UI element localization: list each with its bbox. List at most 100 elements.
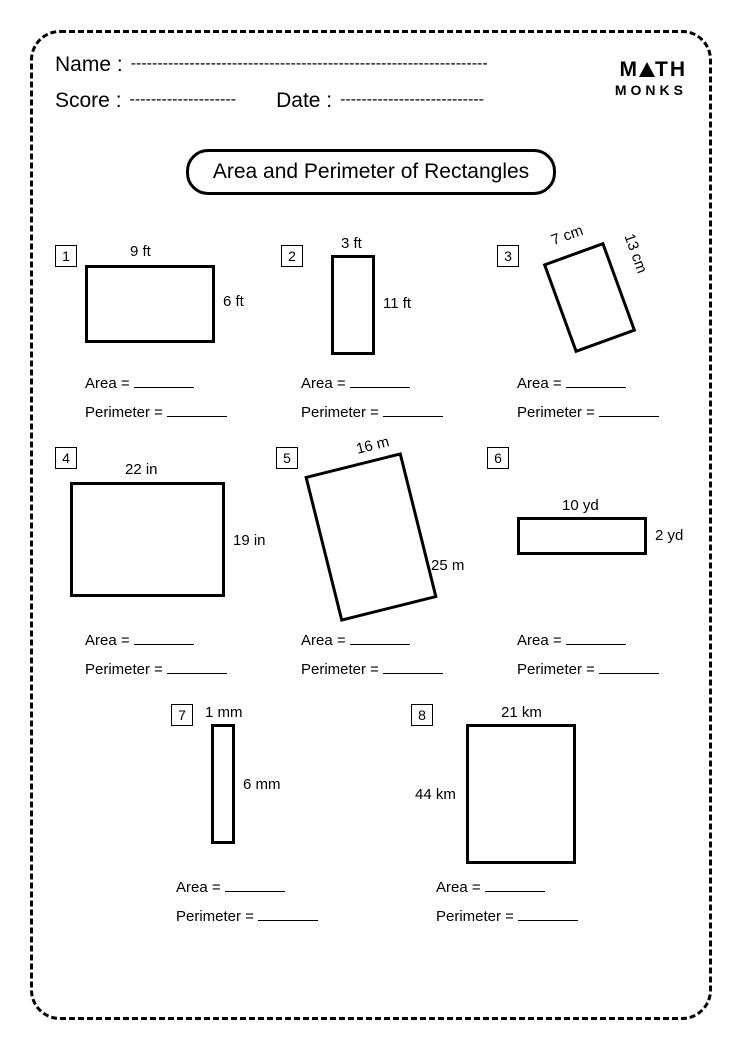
rectangle-shape bbox=[543, 242, 637, 354]
score-blank[interactable]: -------------------- bbox=[130, 91, 237, 109]
width-label: 21 km bbox=[501, 704, 542, 721]
perimeter-label: Perimeter = bbox=[436, 908, 514, 925]
width-label: 9 ft bbox=[130, 243, 151, 260]
area-label: Area = bbox=[517, 632, 562, 649]
figure-3: 3 7 cm 13 cm bbox=[487, 225, 687, 370]
height-label: 11 ft bbox=[383, 295, 411, 312]
question-number: 1 bbox=[55, 245, 77, 267]
perimeter-blank[interactable] bbox=[599, 673, 659, 674]
perimeter-blank[interactable] bbox=[383, 416, 443, 417]
figure-5: 5 16 m 25 m bbox=[271, 437, 471, 627]
question-number: 7 bbox=[171, 704, 193, 726]
answers-1: Area = Perimeter = bbox=[55, 370, 255, 427]
height-label: 13 cm bbox=[620, 231, 650, 275]
perimeter-label: Perimeter = bbox=[85, 404, 163, 421]
perimeter-blank[interactable] bbox=[599, 416, 659, 417]
height-label: 44 km bbox=[415, 786, 456, 803]
question-number: 8 bbox=[411, 704, 433, 726]
width-label: 1 mm bbox=[205, 704, 243, 721]
answers-7: Area = Perimeter = bbox=[131, 874, 331, 931]
answers-5: Area = Perimeter = bbox=[271, 627, 471, 684]
row-2: 4 22 in 19 in Area = Perimeter = 5 16 m … bbox=[55, 437, 687, 684]
answers-2: Area = Perimeter = bbox=[271, 370, 471, 427]
problem-2: 2 3 ft 11 ft Area = Perimeter = bbox=[271, 225, 471, 427]
triangle-icon bbox=[639, 62, 655, 77]
perimeter-label: Perimeter = bbox=[517, 404, 595, 421]
question-number: 5 bbox=[276, 447, 298, 469]
figure-2: 2 3 ft 11 ft bbox=[271, 225, 471, 370]
perimeter-label: Perimeter = bbox=[176, 908, 254, 925]
height-label: 2 yd bbox=[655, 527, 683, 544]
name-blank: ----------------------------------------… bbox=[131, 55, 488, 73]
question-number: 3 bbox=[497, 245, 519, 267]
problem-1: 1 9 ft 6 ft Area = Perimeter = bbox=[55, 225, 255, 427]
area-blank[interactable] bbox=[225, 891, 285, 892]
question-number: 6 bbox=[487, 447, 509, 469]
area-label: Area = bbox=[301, 632, 346, 649]
area-label: Area = bbox=[301, 375, 346, 392]
perimeter-label: Perimeter = bbox=[517, 661, 595, 678]
area-blank[interactable] bbox=[350, 644, 410, 645]
problem-4: 4 22 in 19 in Area = Perimeter = bbox=[55, 437, 255, 684]
figure-4: 4 22 in 19 in bbox=[55, 437, 255, 627]
height-label: 6 mm bbox=[243, 776, 281, 793]
score-date-row: Score : -------------------- Date : ----… bbox=[55, 89, 687, 113]
area-blank[interactable] bbox=[134, 644, 194, 645]
page-title: Area and Perimeter of Rectangles bbox=[186, 149, 556, 195]
width-label: 16 m bbox=[354, 433, 390, 458]
problem-5: 5 16 m 25 m Area = Perimeter = bbox=[271, 437, 471, 684]
logo-line1: MTH bbox=[615, 58, 687, 82]
date-blank[interactable]: --------------------------- bbox=[340, 91, 484, 109]
area-label: Area = bbox=[436, 879, 481, 896]
rectangle-shape bbox=[517, 517, 647, 555]
rectangle-shape bbox=[70, 482, 225, 597]
area-label: Area = bbox=[85, 375, 130, 392]
perimeter-blank[interactable] bbox=[383, 673, 443, 674]
height-label: 25 m bbox=[431, 557, 464, 574]
answers-3: Area = Perimeter = bbox=[487, 370, 687, 427]
area-blank[interactable] bbox=[134, 387, 194, 388]
figure-7: 7 1 mm 6 mm bbox=[131, 694, 331, 874]
perimeter-label: Perimeter = bbox=[301, 661, 379, 678]
worksheet-frame: Name : ---------------------------------… bbox=[30, 30, 712, 1020]
row-1: 1 9 ft 6 ft Area = Perimeter = 2 3 ft 11… bbox=[55, 225, 687, 427]
perimeter-blank[interactable] bbox=[518, 920, 578, 921]
answers-4: Area = Perimeter = bbox=[55, 627, 255, 684]
figure-1: 1 9 ft 6 ft bbox=[55, 225, 255, 370]
answers-8: Area = Perimeter = bbox=[411, 874, 611, 931]
question-number: 2 bbox=[281, 245, 303, 267]
area-label: Area = bbox=[176, 879, 221, 896]
problem-8: 8 21 km 44 km Area = Perimeter = bbox=[411, 694, 611, 931]
problem-7: 7 1 mm 6 mm Area = Perimeter = bbox=[131, 694, 331, 931]
figure-6: 6 10 yd 2 yd bbox=[487, 437, 687, 627]
brand-logo: MTH MONKS bbox=[615, 58, 687, 98]
area-blank[interactable] bbox=[566, 644, 626, 645]
height-label: 19 in bbox=[233, 532, 266, 549]
name-field[interactable]: Name : ---------------------------------… bbox=[55, 53, 687, 77]
area-blank[interactable] bbox=[350, 387, 410, 388]
area-label: Area = bbox=[517, 375, 562, 392]
title-wrap: Area and Perimeter of Rectangles bbox=[55, 149, 687, 195]
logo-line2: MONKS bbox=[615, 82, 687, 98]
width-label: 22 in bbox=[125, 461, 158, 478]
rectangle-shape bbox=[331, 255, 375, 355]
perimeter-blank[interactable] bbox=[258, 920, 318, 921]
area-blank[interactable] bbox=[566, 387, 626, 388]
rectangle-shape bbox=[304, 452, 437, 622]
header: Name : ---------------------------------… bbox=[55, 53, 687, 143]
problem-3: 3 7 cm 13 cm Area = Perimeter = bbox=[487, 225, 687, 427]
date-label: Date : bbox=[276, 89, 332, 113]
area-blank[interactable] bbox=[485, 891, 545, 892]
rectangle-shape bbox=[211, 724, 235, 844]
name-label: Name : bbox=[55, 53, 123, 77]
width-label: 3 ft bbox=[341, 235, 362, 252]
perimeter-label: Perimeter = bbox=[301, 404, 379, 421]
rectangle-shape bbox=[466, 724, 576, 864]
perimeter-blank[interactable] bbox=[167, 673, 227, 674]
row-3: 7 1 mm 6 mm Area = Perimeter = 8 21 km 4… bbox=[55, 694, 687, 931]
figure-8: 8 21 km 44 km bbox=[411, 694, 611, 874]
area-label: Area = bbox=[85, 632, 130, 649]
perimeter-blank[interactable] bbox=[167, 416, 227, 417]
width-label: 10 yd bbox=[562, 497, 599, 514]
question-number: 4 bbox=[55, 447, 77, 469]
